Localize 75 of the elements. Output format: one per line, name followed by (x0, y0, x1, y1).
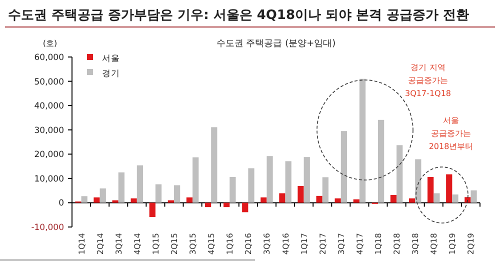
bar (136, 165, 144, 203)
bar (446, 174, 452, 203)
x-tick-label: 3Q18 (411, 233, 420, 255)
y-tick-label: -10,000 (31, 223, 64, 233)
y-tick-label: 10,000 (34, 174, 64, 184)
bar (359, 78, 366, 203)
bar (186, 197, 193, 203)
bar (428, 176, 434, 203)
bar (452, 194, 458, 203)
bar (322, 177, 328, 203)
bar (204, 202, 212, 208)
chart-subtitle: 수도권 주택공급 (분양+임대) (216, 39, 336, 49)
bar (266, 156, 273, 203)
x-tick-label: 3Q16 (262, 233, 272, 255)
x-tick-label: 2Q16 (244, 233, 254, 255)
bar (260, 197, 267, 203)
x-tick-label: 1Q15 (151, 233, 160, 255)
bar (174, 185, 180, 203)
bar (408, 198, 416, 203)
bar (334, 198, 341, 203)
annotation: 서울 공급증가는 2018년부터 (428, 116, 474, 151)
x-tick-label: 2Q14 (96, 233, 105, 255)
x-tick-label: 1Q19 (448, 233, 458, 255)
bar (242, 202, 248, 212)
x-tick-label: 3Q15 (188, 233, 198, 255)
annotation: 경기 지역 공급증가는 3Q17-1Q18 (404, 63, 452, 98)
bar (100, 188, 106, 203)
bar (248, 168, 254, 203)
bar (390, 194, 397, 203)
chart-title: 수도권 주택공급 증가부담은 기우: 서울은 4Q18이나 되야 본격 공급증가 전환 (8, 8, 470, 23)
y-axis-title: (호) (42, 39, 58, 48)
bar (340, 131, 348, 203)
bar (279, 193, 286, 203)
bar (94, 197, 100, 203)
x-tick-label: 1Q18 (374, 233, 383, 255)
bar (298, 186, 304, 203)
x-tick-label: 1Q16 (226, 233, 235, 255)
x-tick-label: 4Q18 (430, 233, 439, 255)
x-tick-label: 2Q18 (392, 233, 402, 255)
x-tick-label: 1Q17 (300, 233, 309, 255)
bar (192, 157, 199, 203)
bar (316, 196, 322, 203)
bar (396, 145, 403, 203)
bar (415, 159, 422, 203)
x-tick-label: 2Q19 (466, 233, 476, 255)
y-tick-label: 50,000 (34, 77, 64, 88)
y-tick-label: 0 (58, 198, 64, 209)
bar (211, 127, 218, 203)
x-tick-label: 4Q14 (132, 233, 142, 255)
bar (149, 202, 156, 218)
x-tick-label: 1Q14 (77, 233, 86, 255)
bar (304, 157, 310, 203)
x-tick-label: 3Q17 (336, 233, 346, 255)
bar (118, 172, 124, 203)
y-tick-label: 30,000 (34, 126, 64, 136)
bar (470, 190, 477, 203)
x-tick-label: 4Q15 (207, 233, 216, 255)
bar (434, 193, 440, 203)
y-tick-label: 60,000 (34, 53, 64, 63)
x-tick-label: 4Q16 (281, 233, 290, 255)
bar (378, 120, 384, 203)
y-tick-label: 40,000 (34, 102, 64, 112)
bar (285, 161, 292, 203)
x-tick-label: 3Q14 (114, 233, 124, 255)
x-tick-label: 2Q17 (318, 233, 328, 255)
y-tick-label: 20,000 (34, 150, 64, 160)
bar (224, 202, 230, 208)
bar (81, 196, 88, 203)
bar (130, 198, 137, 203)
x-tick-label: 4Q17 (355, 233, 364, 255)
bar (155, 184, 162, 203)
legend-label: 경기 (102, 69, 120, 79)
legend-label: 서울 (102, 54, 120, 64)
x-tick-label: 2Q15 (170, 233, 179, 255)
bar (230, 176, 236, 203)
